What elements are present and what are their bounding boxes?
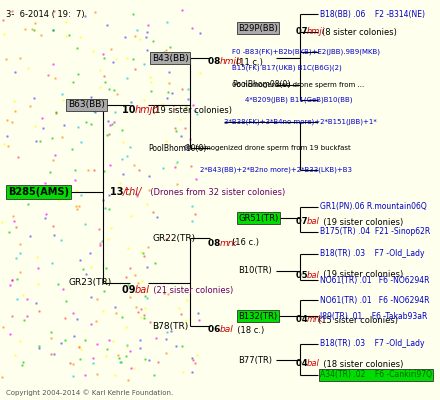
Text: B18(BB) .06    F2 -B314(NE): B18(BB) .06 F2 -B314(NE): [320, 10, 425, 18]
Text: (21 sister colonies): (21 sister colonies): [148, 286, 233, 294]
Text: 04: 04: [296, 360, 311, 368]
Text: 3-  6-2014 ( 19:  7): 3- 6-2014 ( 19: 7): [6, 10, 84, 19]
Text: B175(TR) .04  F21 -Sinop62R: B175(TR) .04 F21 -Sinop62R: [320, 228, 430, 236]
Text: B18(TR) .03    F7 -Old_Lady: B18(TR) .03 F7 -Old_Lady: [320, 340, 425, 348]
Text: 09: 09: [122, 285, 139, 295]
Text: 10: 10: [122, 105, 139, 115]
Text: A34(TR) .02    F6 -Cankiri97Q: A34(TR) .02 F6 -Cankiri97Q: [320, 370, 432, 380]
Text: B10(TR): B10(TR): [238, 266, 272, 276]
Text: NO61(TR) .01   F6 -NO6294R: NO61(TR) .01 F6 -NO6294R: [320, 296, 429, 304]
Text: 04: 04: [296, 316, 311, 324]
Text: 07: 07: [296, 28, 310, 36]
Text: hmjb: hmjb: [220, 58, 243, 66]
Text: 07: 07: [296, 218, 310, 226]
Text: B29P(BB): B29P(BB): [238, 24, 278, 32]
Text: B43(BB): B43(BB): [152, 54, 189, 62]
Text: PoolBhom10(0): PoolBhom10(0): [148, 144, 206, 152]
Text: GR22(TR): GR22(TR): [152, 234, 195, 242]
Text: (11 c.): (11 c.): [236, 58, 263, 66]
Text: bal: bal: [307, 360, 320, 368]
Text: 3*B38(FK)+3*B4no more)+2*B151(JBB)+1*: 3*B38(FK)+3*B4no more)+2*B151(JBB)+1*: [224, 119, 377, 125]
Text: (16 c.): (16 c.): [232, 238, 259, 248]
Text: 05: 05: [296, 270, 311, 280]
Text: GR51(TR): GR51(TR): [238, 214, 278, 222]
Text: B18(TR) .03    F7 -Old_Lady: B18(TR) .03 F7 -Old_Lady: [320, 250, 425, 258]
Text: 06 homogenized drone sperm from ...: 06 homogenized drone sperm from ...: [232, 82, 364, 88]
Text: (15 sister colonies): (15 sister colonies): [318, 316, 398, 324]
Text: (Drones from 32 sister colonies): (Drones from 32 sister colonies): [145, 188, 285, 196]
Text: bal: bal: [135, 285, 150, 295]
Text: (8 sister colonies): (8 sister colonies): [322, 28, 397, 36]
Text: 08: 08: [208, 58, 224, 66]
Text: (19 sister colonies): (19 sister colonies): [318, 218, 403, 226]
Text: GR23(TR): GR23(TR): [68, 278, 111, 288]
Text: Copyright 2004-2014 © Karl Kehrle Foundation.: Copyright 2004-2014 © Karl Kehrle Founda…: [6, 389, 173, 396]
Text: 4*B209(JBB) B11(GeB)B10(BB): 4*B209(JBB) B11(GeB)B10(BB): [245, 97, 352, 103]
Text: B132(TR): B132(TR): [238, 312, 277, 320]
Text: I89(TR) .01    F6 -Takab93aR: I89(TR) .01 F6 -Takab93aR: [320, 312, 427, 320]
Text: hmjb: hmjb: [135, 105, 160, 115]
Text: B78(TR): B78(TR): [152, 322, 188, 330]
Text: B285(AMS): B285(AMS): [8, 187, 69, 197]
Text: (19 sister colonies): (19 sister colonies): [318, 270, 403, 280]
Text: 13: 13: [110, 187, 127, 197]
Text: bal: bal: [307, 270, 320, 280]
Text: bal: bal: [307, 218, 320, 226]
Text: (19 sister colonies): (19 sister colonies): [152, 106, 232, 114]
Text: bal: bal: [220, 326, 234, 334]
Text: mrk: mrk: [307, 316, 324, 324]
Text: /thl/: /thl/: [123, 187, 142, 197]
Text: NO61(TR) .01   F6 -NO6294R: NO61(TR) .01 F6 -NO6294R: [320, 276, 429, 284]
Text: 08: 08: [208, 238, 224, 248]
Text: 2*B43(BB)+2*B2no more)+2*B33(LKB)+B3: 2*B43(BB)+2*B2no more)+2*B33(LKB)+B3: [200, 167, 352, 173]
Text: 08 homogenized drone sperm from 19 buckfast: 08 homogenized drone sperm from 19 buckf…: [184, 145, 351, 151]
Text: (18 c.): (18 c.): [232, 326, 264, 334]
Text: PoolBhom08(0): PoolBhom08(0): [232, 80, 290, 90]
Text: GR1(PN).06 R.mountain06Q: GR1(PN).06 R.mountain06Q: [320, 202, 427, 212]
Text: F0 -B83(FK)+B2b(BKB)+E2(JBB).9B9(MKB): F0 -B83(FK)+B2b(BKB)+E2(JBB).9B9(MKB): [232, 49, 380, 55]
Text: B77(TR): B77(TR): [238, 356, 272, 364]
Text: hmji: hmji: [307, 28, 325, 36]
Text: 06: 06: [208, 326, 224, 334]
Text: mrk: mrk: [220, 238, 238, 248]
Text: B63(BB): B63(BB): [68, 100, 105, 110]
Text: (18 sister colonies): (18 sister colonies): [318, 360, 403, 368]
Text: B15(FK) B17(UKB) B1C(B6G)(2): B15(FK) B17(UKB) B1C(B6G)(2): [232, 65, 342, 71]
